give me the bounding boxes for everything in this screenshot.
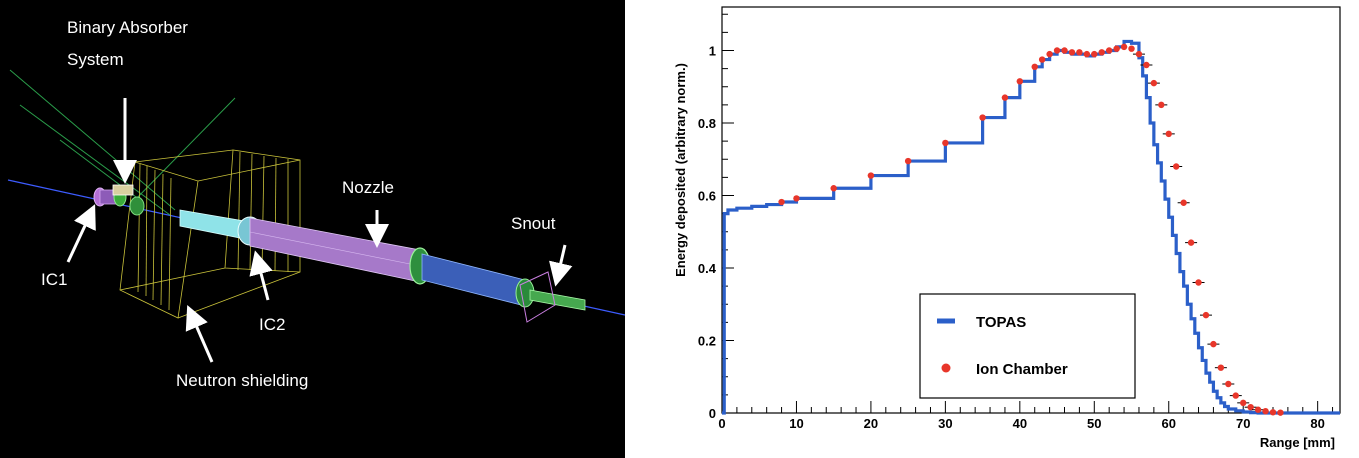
ion-chamber-point [1254,406,1262,413]
ic1-label: IC1 [41,270,67,289]
nozzle-cylinder [249,217,431,285]
x-tick-label: 40 [1013,416,1027,431]
x-tick-label: 20 [864,416,878,431]
ion-chamber-point [1158,101,1165,109]
depth-dose-chart-panel: 0 10 20 30 40 50 60 70 80 0 0.2 0.4 0.6 0.8 1 Range [m… [625,0,1359,458]
x-tick-label: 60 [1162,416,1176,431]
x-tick-label: 70 [1236,416,1250,431]
ion-chamber-point [979,114,986,121]
y-axis-title: Energy deposited (arbitrary norm.) [673,63,688,277]
geometry-visualization-panel: Binary Absorber System Nozzle Snout IC1 … [0,0,625,458]
x-tick-label: 0 [718,416,725,431]
binary-absorber-label: System [67,50,124,69]
series-topas-line [722,39,1340,415]
green-ray [129,97,236,206]
snout-cylinder [421,253,586,323]
nozzle-label: Nozzle [342,178,394,197]
green-ray [19,104,171,216]
y-tick-label: 0.6 [698,189,716,204]
arrow-icon [66,204,96,263]
ion-chamber-point [1217,364,1225,371]
depth-dose-chart: 0 10 20 30 40 50 60 70 80 0 0.2 0.4 0.6 0.8 1 Range [m… [673,6,1341,450]
ion-chamber-point [1195,279,1202,286]
ion-chamber-point [1135,50,1143,58]
green-ray [9,69,176,211]
ion-chamber-point [1232,392,1239,399]
ion-chamber-point [1150,79,1158,87]
ion-chamber-point [1068,49,1076,56]
ion-chamber-point [904,157,912,165]
ion-chamber-point [1165,130,1172,138]
x-tick-label: 50 [1087,416,1101,431]
ion-chamber-point [778,198,785,206]
ion-chamber-point [1061,47,1068,54]
ion-chamber-point [1202,311,1210,319]
x-axis-title: Range [mm] [1260,435,1335,450]
y-tick-label: 0.2 [698,334,716,349]
y-tick-label: 0.4 [698,261,717,276]
ion-chamber-point [1016,78,1024,85]
y-tick-label: 0 [709,406,716,421]
ion-chamber-point [1120,43,1128,51]
ic2-label: IC2 [259,315,285,334]
snout-label: Snout [511,214,556,233]
ion-chamber-point [1172,163,1180,170]
ion-chamber-point [1143,61,1150,69]
arrow-icon [549,244,573,287]
ion-chamber-point [1128,45,1135,52]
legend-box [919,293,1136,399]
ion-chamber-point [1113,45,1120,52]
legend-ion-chamber-label: Ion Chamber [976,361,1068,378]
ion-chamber-point [1225,380,1232,388]
legend-topas-label: TOPAS [976,314,1026,331]
x-tick-label: 30 [938,416,952,431]
ion-chamber-point [1240,399,1247,407]
ion-chamber-point [1210,340,1217,348]
x-tick-label: 80 [1310,416,1324,431]
legend-ion-chamber-swatch [941,363,951,373]
plot-frame [721,6,1341,414]
ion-chamber-point [1098,49,1105,56]
ion-chamber-point [1083,50,1091,58]
ion-chamber-point [1180,199,1187,206]
ion-chamber-point [1031,63,1038,71]
binary-absorber-element [112,184,145,216]
ion-chamber-point [867,172,875,179]
ion-chamber-point [793,195,800,202]
ion-chamber-point [1038,56,1046,63]
ion-chamber-point [1053,47,1061,54]
x-tick-label: 10 [789,416,803,431]
ion-chamber-point [942,139,949,147]
arrow-icon [185,304,214,363]
ion-chamber-point [1247,404,1254,411]
ion-chamber-point [830,185,837,192]
ion-chamber-point [1091,50,1098,58]
ion-chamber-point [1076,49,1083,56]
ion-chamber-point [1277,409,1284,416]
y-tick-label: 1 [709,44,716,59]
ion-chamber-point [1262,407,1269,415]
legend: TOPAS Ion Chamber [919,293,1136,399]
binary-absorber-label: Binary Absorber [67,18,188,37]
y-tick-label: 0.8 [698,116,716,131]
ion-chamber-point [1105,47,1113,54]
neutron-shielding-label: Neutron shielding [176,371,308,390]
ion-chamber-point [1269,409,1277,416]
ion-chamber-point [1001,94,1009,101]
ion-chamber-point [1187,239,1195,246]
ion-chamber-point [1046,50,1053,58]
arrow-icon [249,250,273,301]
beamline-geometry-diagram: Binary Absorber System Nozzle Snout IC1 … [7,18,625,390]
